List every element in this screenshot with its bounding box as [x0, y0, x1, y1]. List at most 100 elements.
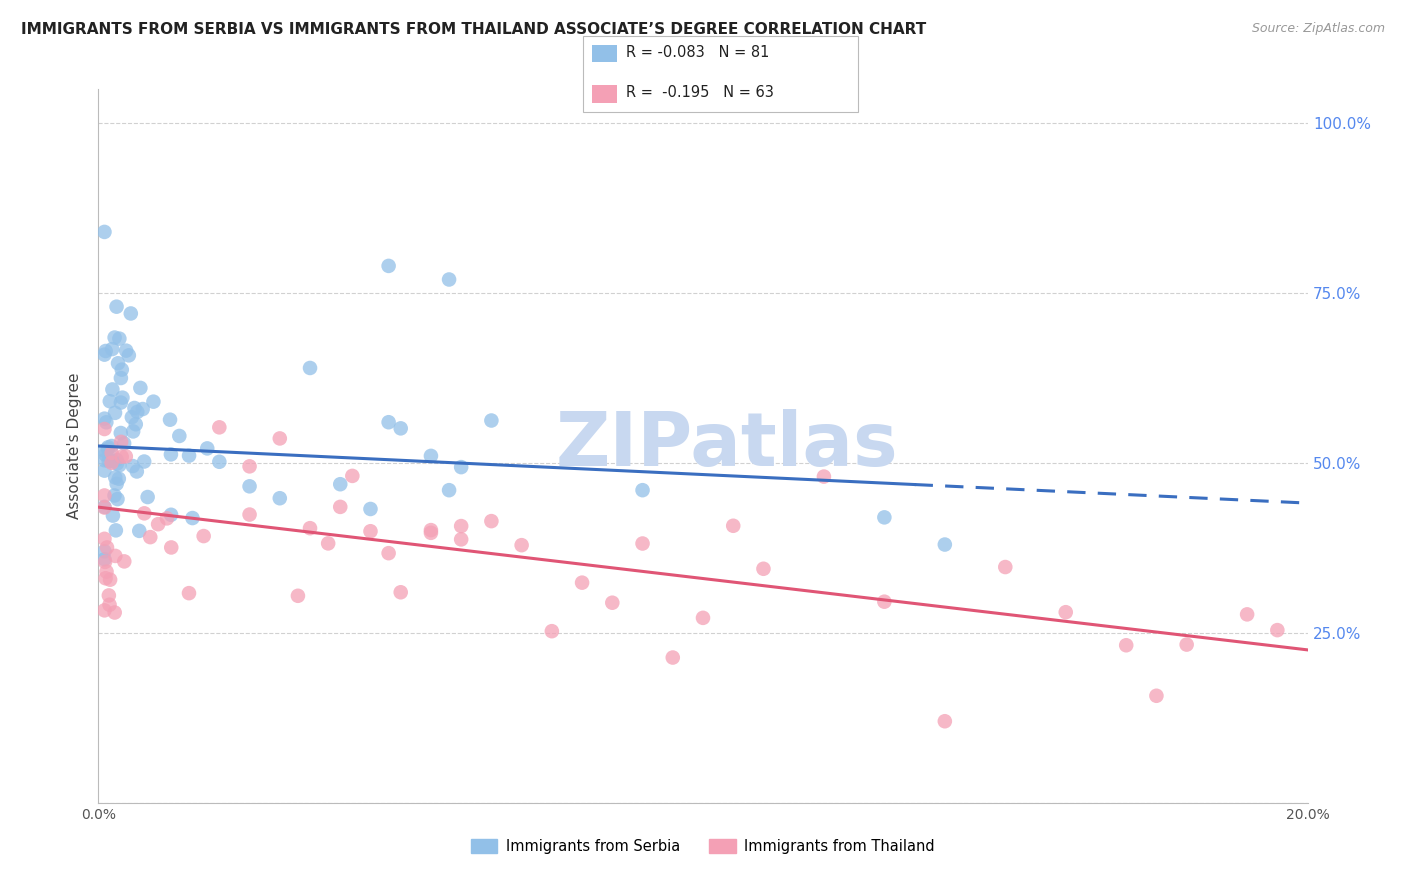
Point — [110, 425, 132, 440]
Point — [146, 517, 169, 532]
Point — [93, 488, 115, 502]
Point — [139, 530, 162, 544]
Point — [93, 532, 115, 546]
Point — [481, 514, 503, 528]
Point — [93, 544, 115, 558]
Point — [111, 450, 134, 464]
Point — [101, 383, 124, 397]
Point — [269, 491, 291, 506]
Point — [420, 525, 443, 540]
Point — [195, 442, 218, 456]
Point — [420, 449, 443, 463]
Point — [97, 440, 120, 454]
Point — [160, 508, 183, 522]
Point — [100, 446, 122, 460]
Point — [128, 524, 150, 538]
Point — [101, 454, 124, 468]
Text: R =  -0.195   N = 63: R = -0.195 N = 63 — [626, 86, 773, 100]
Point — [93, 443, 115, 458]
Point — [377, 546, 399, 560]
Point — [1054, 605, 1077, 619]
Point — [105, 476, 128, 491]
Point — [450, 519, 472, 533]
Point — [94, 555, 117, 569]
Text: IMMIGRANTS FROM SERBIA VS IMMIGRANTS FROM THAILAND ASSOCIATE’S DEGREE CORRELATIO: IMMIGRANTS FROM SERBIA VS IMMIGRANTS FRO… — [21, 22, 927, 37]
Point — [177, 586, 200, 600]
Point — [299, 361, 322, 376]
Point — [540, 624, 562, 639]
Point — [105, 300, 128, 314]
Point — [437, 272, 460, 286]
Point — [93, 552, 115, 566]
Point — [269, 432, 291, 446]
Point — [129, 381, 152, 395]
Point — [93, 464, 115, 478]
Point — [96, 565, 118, 579]
Point — [1115, 638, 1137, 652]
Point — [134, 506, 156, 520]
Point — [93, 500, 115, 515]
Point — [420, 523, 443, 537]
Point — [98, 573, 121, 587]
Point — [104, 330, 127, 344]
Point — [389, 421, 412, 435]
Point — [142, 394, 165, 409]
Point — [127, 405, 149, 419]
Point — [329, 477, 352, 491]
Point — [631, 536, 654, 550]
Point — [105, 457, 128, 471]
Point — [125, 465, 148, 479]
Point — [100, 456, 122, 470]
Point — [120, 306, 142, 320]
Point — [93, 453, 115, 467]
Point — [377, 415, 399, 429]
Point — [96, 415, 118, 429]
Point — [93, 411, 115, 425]
Point — [103, 488, 125, 502]
Point — [571, 575, 593, 590]
Point — [239, 508, 262, 522]
Point — [994, 560, 1017, 574]
Point — [108, 472, 131, 486]
Point — [108, 332, 131, 346]
Point — [112, 436, 135, 450]
Point — [101, 508, 124, 523]
Point — [1236, 607, 1258, 622]
Point — [101, 342, 124, 356]
Point — [115, 343, 138, 358]
Point — [177, 449, 200, 463]
Point — [287, 589, 309, 603]
Point — [329, 500, 352, 514]
Point — [631, 483, 654, 498]
Text: Source: ZipAtlas.com: Source: ZipAtlas.com — [1251, 22, 1385, 36]
Point — [316, 536, 339, 550]
Point — [813, 469, 835, 483]
Point — [1144, 689, 1167, 703]
Y-axis label: Associate's Degree: Associate's Degree — [67, 373, 83, 519]
Point — [342, 469, 364, 483]
Point — [159, 413, 181, 427]
Point — [94, 343, 117, 358]
Point — [208, 420, 231, 434]
Point — [389, 585, 412, 599]
Point — [934, 714, 956, 729]
Point — [94, 448, 117, 462]
Point — [481, 413, 503, 427]
Point — [160, 447, 183, 461]
Point — [873, 595, 896, 609]
Text: ZIPatlas: ZIPatlas — [555, 409, 898, 483]
Point — [239, 459, 262, 474]
Point — [1175, 638, 1198, 652]
Point — [239, 479, 262, 493]
Point — [105, 453, 128, 467]
Point — [208, 455, 231, 469]
Point — [661, 650, 683, 665]
Point — [110, 434, 132, 449]
Point — [100, 439, 122, 453]
Point — [510, 538, 533, 552]
Point — [752, 562, 775, 576]
Point — [104, 406, 127, 420]
Point — [93, 500, 115, 514]
Point — [107, 356, 129, 370]
Point — [111, 362, 134, 376]
